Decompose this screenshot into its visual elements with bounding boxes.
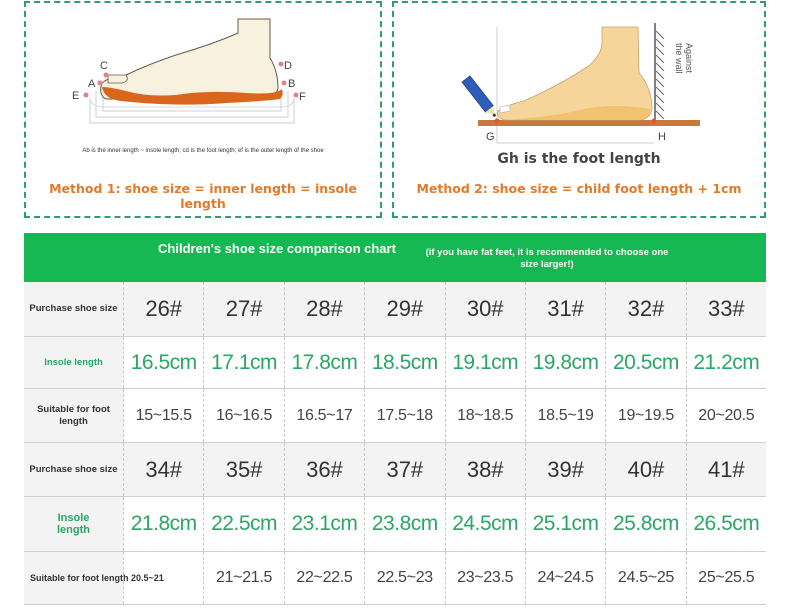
svg-text:H: H <box>658 131 666 143</box>
size-cell: 29# <box>364 282 444 336</box>
svg-text:A: A <box>88 78 96 90</box>
insole-cell: 25.1cm <box>524 497 605 551</box>
foot-length-cell: 18.5~19 <box>524 389 605 442</box>
size-cell: 27# <box>203 282 283 336</box>
row-label: Purchase shoe size <box>24 443 123 496</box>
foot-insole-diagram-icon: C A E D B F <box>72 18 306 124</box>
foot-length-cell: 16~16.5 <box>203 389 283 442</box>
foot-length-cell: 21~21.5 <box>203 552 283 604</box>
foot-length-cell: 25~25.5 <box>685 552 766 604</box>
size-cell: 26# <box>123 282 203 336</box>
size-cell: 30# <box>444 282 525 336</box>
svg-text:Against: Against <box>684 43 694 74</box>
insole-cell: 17.1cm <box>203 337 283 388</box>
foot-length-cell: 19~19.5 <box>605 389 685 442</box>
method1-formula: Method 1: shoe size = inner length = ins… <box>49 181 357 211</box>
insole-cell: 21.8cm <box>123 497 203 551</box>
foot-length-cell: 18~18.5 <box>444 389 525 442</box>
foot-length-cell <box>123 552 203 604</box>
size-row: Purchase shoe size 34# 35# 36# 37# 38# 3… <box>24 443 766 497</box>
size-cell: 31# <box>524 282 605 336</box>
foot-length-cell: 24.5~25 <box>605 552 685 604</box>
svg-text:D: D <box>284 60 292 72</box>
size-cell: 35# <box>203 443 283 496</box>
foot-length-cell: 16.5~17 <box>283 389 364 442</box>
foot-length-cell: 22.5~23 <box>364 552 444 604</box>
foot-length-cell: 15~15.5 <box>123 389 203 442</box>
foot-length-cell: 24~24.5 <box>524 552 605 604</box>
size-cell: 37# <box>364 443 444 496</box>
size-cell: 39# <box>524 443 605 496</box>
method1-panel: C A E D B F Ab is the inner length ~ ins… <box>24 1 382 218</box>
foot-length-cell: 22~22.5 <box>283 552 364 604</box>
row-label: Suitable for foot length <box>24 389 123 442</box>
size-cell: 40# <box>605 443 685 496</box>
svg-text:B: B <box>288 78 295 90</box>
insole-cell: 17.8cm <box>283 337 364 388</box>
size-chart-note: (if you have fat feet, it is recommended… <box>425 247 669 270</box>
insole-cell: 19.8cm <box>524 337 605 388</box>
foot-length-cell: 17.5~18 <box>364 389 444 442</box>
insole-cell: 18.5cm <box>364 337 444 388</box>
row-label: Suitable for foot length 20.5~21 <box>24 552 164 604</box>
svg-text:C: C <box>100 60 108 72</box>
insole-cell: 22.5cm <box>203 497 283 551</box>
size-row: Purchase shoe size 26# 27# 28# 29# 30# 3… <box>24 282 766 337</box>
svg-text:E: E <box>72 90 79 102</box>
size-chart-title: Children's shoe size comparison chart <box>158 241 396 256</box>
method2-panel: Against the wall G H Gh is the foot leng… <box>392 1 766 218</box>
svg-text:G: G <box>486 131 495 143</box>
method2-formula: Method 2: shoe size = child foot length … <box>416 181 742 196</box>
insole-cell: 23.8cm <box>364 497 444 551</box>
row-label: Insole length <box>24 497 123 551</box>
method2-caption: Gh is the foot length <box>497 151 661 167</box>
size-cell: 38# <box>444 443 525 496</box>
insole-row: Insole length 16.5cm 17.1cm 17.8cm 18.5c… <box>24 337 766 389</box>
insole-cell: 19.1cm <box>444 337 525 388</box>
row-label: Purchase shoe size <box>24 282 123 336</box>
size-chart-banner: Children's shoe size comparison chart (i… <box>24 233 766 282</box>
method1-caption: Ab is the inner length ~ insole length; … <box>82 148 324 154</box>
size-chart-table: Children's shoe size comparison chart (i… <box>24 233 766 605</box>
size-cell: 28# <box>283 282 364 336</box>
insole-cell: 26.5cm <box>685 497 766 551</box>
size-cell: 33# <box>685 282 766 336</box>
size-cell: 34# <box>123 443 203 496</box>
svg-text:F: F <box>299 91 306 103</box>
insole-cell: 25.8cm <box>605 497 685 551</box>
foot-length-cell: 23~23.5 <box>444 552 525 604</box>
insole-cell: 21.2cm <box>685 337 766 388</box>
svg-text:the wall: the wall <box>674 43 684 74</box>
insole-cell: 23.1cm <box>283 497 364 551</box>
size-cell: 41# <box>685 443 766 496</box>
row-label: Insole length <box>24 337 123 388</box>
insole-cell: 16.5cm <box>123 337 203 388</box>
insole-row: Insole length 21.8cm 22.5cm 23.1cm 23.8c… <box>24 497 766 552</box>
insole-cell: 20.5cm <box>605 337 685 388</box>
size-cell: 36# <box>283 443 364 496</box>
insole-cell: 24.5cm <box>444 497 525 551</box>
size-cell: 32# <box>605 282 685 336</box>
foot-wall-diagram-icon: Against the wall G H <box>461 23 700 144</box>
foot-length-row: Suitable for foot length 15~15.5 16~16.5… <box>24 389 766 443</box>
foot-length-cell: 20~20.5 <box>685 389 766 442</box>
foot-length-row: Suitable for foot length 20.5~21 21~21.5… <box>24 552 766 605</box>
